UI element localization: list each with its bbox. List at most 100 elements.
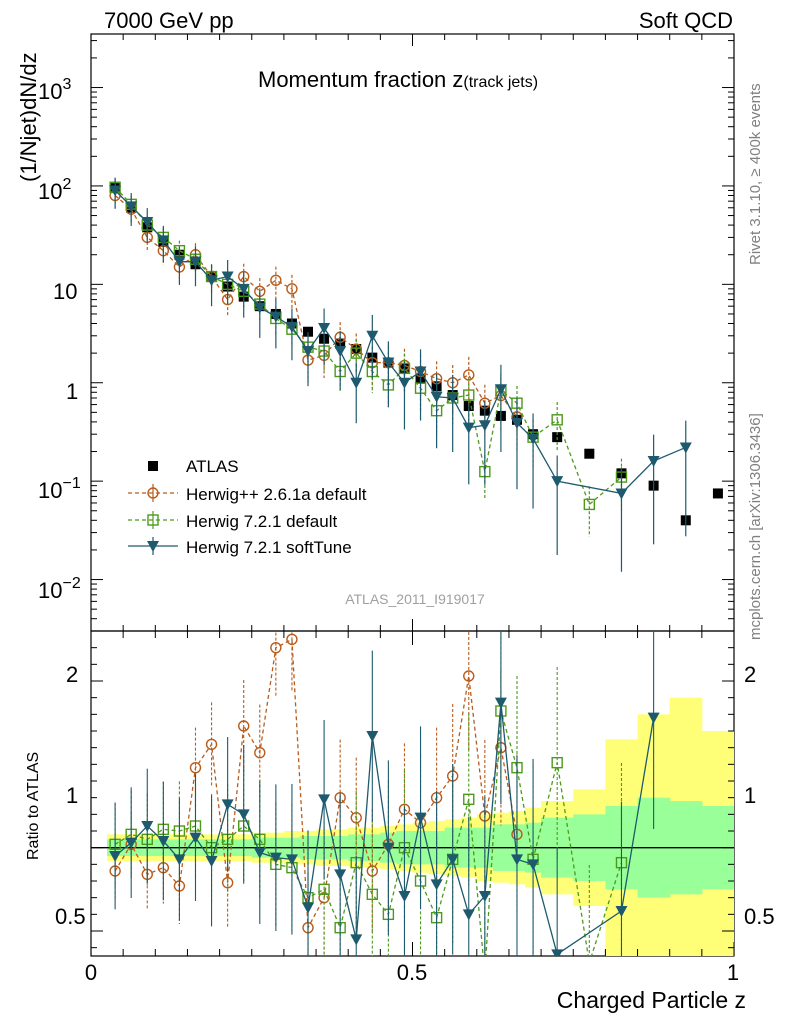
main-point bbox=[285, 321, 298, 333]
ratio-point bbox=[270, 641, 282, 654]
ratio-ylabel: Ratio to ATLAS bbox=[25, 752, 42, 860]
ratio-point bbox=[478, 891, 491, 902]
ratio-series-line-2 bbox=[114, 702, 655, 956]
main-point bbox=[205, 275, 218, 287]
legend-label-atlas: ATLAS bbox=[186, 457, 239, 476]
legend-label-herwig7-default: Herwig 7.2.1 default bbox=[186, 512, 337, 531]
main-point bbox=[679, 442, 692, 454]
legend-marker-1 bbox=[147, 487, 159, 499]
ratio-point bbox=[462, 909, 475, 921]
ratio-point bbox=[205, 738, 218, 751]
ratio-point bbox=[430, 879, 443, 891]
ratio-point bbox=[446, 854, 459, 866]
main-series-line-1 bbox=[114, 194, 518, 418]
ratio-point bbox=[173, 854, 186, 866]
ytick-label-1: 1 bbox=[66, 379, 78, 404]
main-point bbox=[157, 235, 170, 247]
main-y-ticks bbox=[90, 34, 735, 632]
ratio-point bbox=[584, 958, 594, 968]
main-point bbox=[551, 414, 563, 426]
ratio-point bbox=[366, 888, 379, 901]
main-point bbox=[583, 498, 596, 511]
main-point bbox=[478, 420, 491, 432]
ratio-data-layer bbox=[91, 631, 734, 979]
main-point bbox=[712, 488, 723, 499]
ratio-point bbox=[109, 851, 122, 862]
ratio-ytick-label-left-0.5: 0.5 bbox=[55, 904, 86, 929]
ratio-series-0 bbox=[109, 631, 523, 956]
legend-label-herwig7-softtune: Herwig 7.2.1 softTune bbox=[186, 538, 352, 557]
ratio-point bbox=[647, 712, 660, 724]
main-point bbox=[382, 357, 395, 369]
legend-marker-3 bbox=[147, 541, 159, 552]
ratio-point bbox=[269, 852, 282, 864]
rivet-version-note: Rivet 3.1.10, ≥ 400k events bbox=[747, 83, 764, 265]
main-ylabel: (1/Njet)dN/dz bbox=[16, 52, 41, 182]
main-point bbox=[221, 271, 234, 283]
main-point bbox=[463, 389, 475, 401]
legend-marker-0 bbox=[148, 461, 158, 471]
ratio-point bbox=[205, 856, 218, 867]
analysis-watermark: ATLAS_2011_I919017 bbox=[345, 591, 485, 607]
main-point bbox=[286, 283, 298, 295]
ratio-series-line-1 bbox=[114, 710, 623, 956]
ratio-point bbox=[254, 746, 266, 759]
ytick-label-10: 10 bbox=[53, 279, 77, 304]
main-point bbox=[527, 433, 540, 445]
main-point bbox=[430, 391, 443, 403]
legend-label-herwigpp: Herwig++ 2.6.1a default bbox=[186, 485, 367, 504]
ratio-point bbox=[463, 793, 475, 806]
main-plot-frame bbox=[90, 33, 735, 632]
ratio-ytick-label-right-2: 2 bbox=[744, 662, 756, 687]
ratio-point bbox=[463, 670, 475, 682]
ratio-point bbox=[366, 731, 379, 742]
ratio-point bbox=[398, 891, 411, 902]
ratio-point bbox=[157, 836, 170, 847]
ratio-panel: 0.5 1 2 0.5 1 2 Ratio to ATLAS 0 0.5 1 C… bbox=[25, 630, 775, 1013]
main-point bbox=[269, 311, 282, 323]
ratio-point bbox=[382, 842, 395, 854]
main-panel: 103 102 10 1 10−1 10−2 7000 GeV pp Soft … bbox=[16, 8, 735, 632]
main-point bbox=[510, 417, 523, 429]
ratio-point bbox=[302, 902, 315, 914]
ratio-ticks bbox=[90, 631, 735, 956]
ratio-point bbox=[414, 812, 427, 824]
ytick-label-0.01: 10−2 bbox=[38, 575, 81, 603]
ratio-point bbox=[615, 906, 628, 917]
xtick-label-1: 1 bbox=[727, 960, 739, 985]
ratio-point bbox=[480, 969, 490, 979]
ratio-point bbox=[551, 756, 563, 769]
main-point bbox=[109, 185, 122, 197]
main-point bbox=[141, 217, 154, 229]
ratio-point bbox=[334, 869, 347, 881]
main-point bbox=[414, 366, 427, 378]
mcplots-reference-note: mcplots.cern.ch [arXiv:1306.3436] bbox=[747, 413, 764, 640]
ratio-series-line-0 bbox=[114, 638, 518, 931]
main-point bbox=[253, 302, 266, 314]
ratio-point bbox=[141, 821, 154, 832]
main-point bbox=[366, 330, 379, 342]
main-point bbox=[615, 488, 628, 500]
main-point bbox=[350, 377, 363, 389]
main-point bbox=[334, 346, 347, 358]
main-point bbox=[270, 274, 282, 286]
header-category: Soft QCD bbox=[639, 8, 733, 33]
main-point bbox=[551, 476, 564, 488]
ratio-point bbox=[221, 799, 234, 811]
main-point bbox=[462, 422, 475, 434]
ratio-point bbox=[125, 837, 138, 849]
ratio-point bbox=[350, 934, 363, 946]
ytick-label-1000: 103 bbox=[38, 76, 71, 104]
ratio-point bbox=[494, 697, 507, 709]
ratio-ytick-label-left-2: 2 bbox=[66, 662, 78, 687]
ratio-point bbox=[286, 633, 298, 646]
plot-title: Momentum fraction z(track jets) bbox=[258, 67, 538, 92]
ytick-label-100: 102 bbox=[38, 176, 71, 204]
main-point bbox=[398, 377, 411, 389]
main-point bbox=[173, 256, 186, 268]
main-point bbox=[302, 346, 315, 358]
main-point bbox=[446, 392, 459, 404]
main-point bbox=[350, 347, 362, 359]
main-point bbox=[647, 456, 660, 468]
